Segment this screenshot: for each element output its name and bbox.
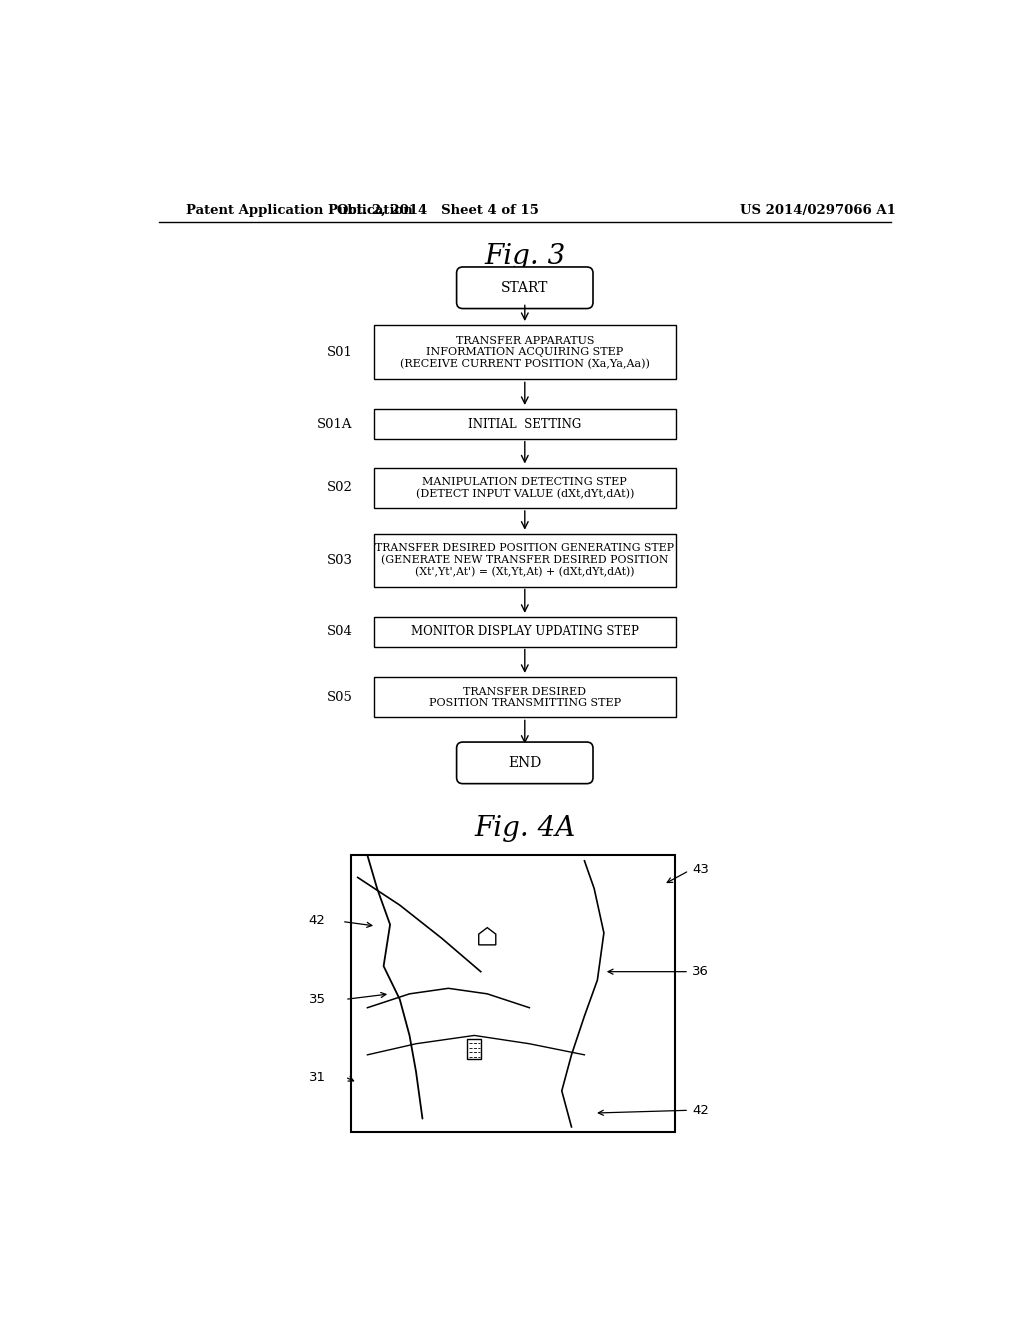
Text: Fig. 3: Fig. 3 [484,243,565,271]
Bar [374,535,676,586]
Text: TRANSFER APPARATUS
INFORMATION ACQUIRING STEP
(RECEIVE CURRENT POSITION (Xa,Ya,A: TRANSFER APPARATUS INFORMATION ACQUIRING… [399,335,650,370]
Text: INITIAL  SETTING: INITIAL SETTING [468,417,582,430]
Bar [467,1039,481,1059]
Bar [374,677,676,718]
Bar [374,618,676,647]
Text: TRANSFER DESIRED
POSITION TRANSMITTING STEP: TRANSFER DESIRED POSITION TRANSMITTING S… [429,686,621,709]
Text: 42: 42 [308,915,326,927]
Text: US 2014/0297066 A1: US 2014/0297066 A1 [739,205,896,218]
Text: MONITOR DISPLAY UPDATING STEP: MONITOR DISPLAY UPDATING STEP [411,626,639,639]
Text: S01: S01 [327,346,352,359]
Text: 31: 31 [308,1071,326,1084]
Bar [351,855,675,1133]
Bar [374,409,676,438]
Text: 43: 43 [692,862,709,875]
Text: S03: S03 [327,554,352,566]
Text: S01A: S01A [317,417,352,430]
Text: 36: 36 [692,965,709,978]
Bar [374,326,676,379]
Text: S05: S05 [327,690,352,704]
Text: 35: 35 [308,993,326,1006]
Text: Fig. 4A: Fig. 4A [474,814,575,842]
FancyBboxPatch shape [457,742,593,784]
Text: Oct. 2, 2014   Sheet 4 of 15: Oct. 2, 2014 Sheet 4 of 15 [337,205,539,218]
Text: MANIPULATION DETECTING STEP
(DETECT INPUT VALUE (dXt,dYt,dAt)): MANIPULATION DETECTING STEP (DETECT INPU… [416,477,634,499]
Text: 42: 42 [692,1104,709,1117]
Text: TRANSFER DESIRED POSITION GENERATING STEP
(GENERATE NEW TRANSFER DESIRED POSITIO: TRANSFER DESIRED POSITION GENERATING STE… [376,544,674,577]
FancyBboxPatch shape [457,267,593,309]
Text: START: START [501,281,549,294]
Bar [374,469,676,508]
Text: END: END [508,756,542,770]
Text: S02: S02 [327,482,352,495]
Text: Patent Application Publication: Patent Application Publication [186,205,413,218]
Text: S04: S04 [327,626,352,639]
Polygon shape [479,928,496,945]
